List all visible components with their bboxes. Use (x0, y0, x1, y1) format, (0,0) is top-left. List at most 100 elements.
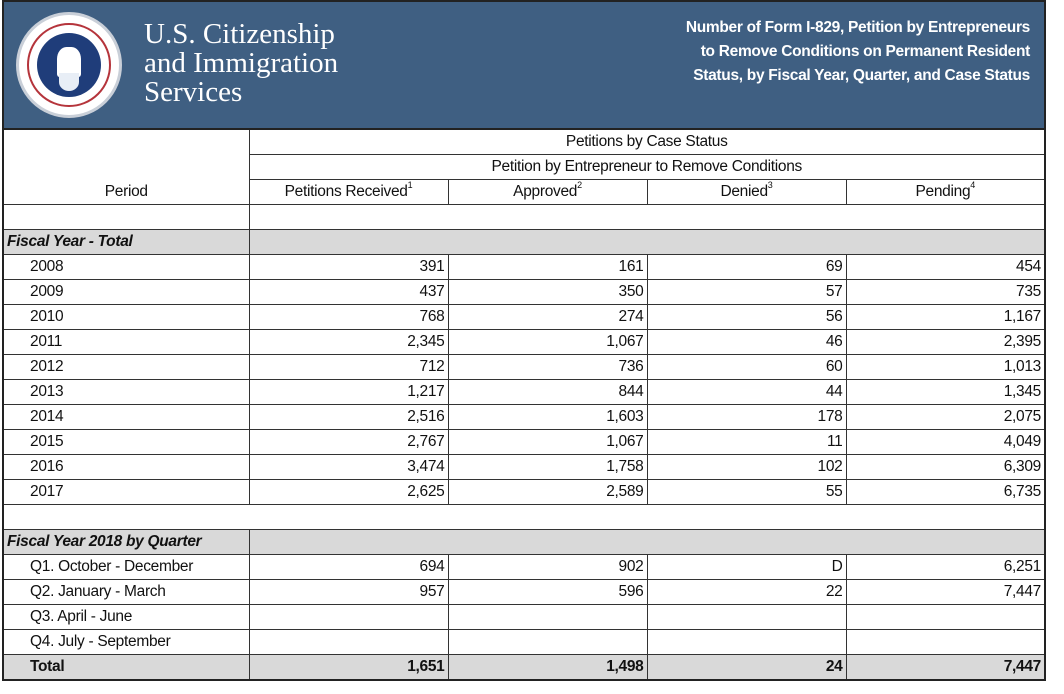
blank-cell (248, 204, 1046, 230)
column-label: Approved (513, 183, 578, 200)
dhs-seal-logo (16, 12, 122, 118)
blank-cell (2, 204, 250, 230)
value-cell: 6,251 (845, 554, 1046, 580)
table-row: 2008 391 161 69 454 (2, 254, 1046, 280)
value-cell: 2,345 (248, 329, 449, 355)
table-row: Q3. April - June (2, 604, 1046, 630)
column-label: Petitions Received (284, 183, 408, 200)
group-header: Petitions by Case Status (248, 128, 1046, 155)
period-cell: Q1. October - December (2, 554, 250, 580)
agency-line: and Immigration (144, 47, 339, 79)
value-cell: 102 (646, 454, 847, 480)
table-row: 2013 1,217 844 44 1,345 (2, 379, 1046, 405)
table-row: 2011 2,345 1,067 46 2,395 (2, 329, 1046, 355)
column-label: Pending (915, 183, 971, 200)
value-cell: 694 (248, 554, 449, 580)
period-header: Period (2, 179, 250, 205)
table-row: 2010 768 274 56 1,167 (2, 304, 1046, 330)
value-cell: 350 (447, 279, 648, 305)
table-row: Q2. January - March 957 596 22 7,447 (2, 579, 1046, 605)
period-cell: Q2. January - March (2, 579, 250, 605)
value-cell: 11 (646, 429, 847, 455)
period-header-spacer (2, 128, 250, 155)
value-cell (447, 629, 648, 655)
column-header: Petitions Received1 (248, 179, 449, 205)
value-cell (248, 604, 449, 630)
period-cell: 2011 (2, 329, 250, 355)
sub-header: Petition by Entrepreneur to Remove Condi… (248, 154, 1046, 180)
column-header: Pending4 (845, 179, 1046, 205)
value-cell: 274 (447, 304, 648, 330)
value-cell: 55 (646, 479, 847, 505)
value-cell: 161 (447, 254, 648, 280)
value-cell: 1,758 (447, 454, 648, 480)
column-label: Denied (720, 183, 768, 200)
period-cell: 2016 (2, 454, 250, 480)
blank-row (2, 504, 1046, 530)
value-cell: 1,217 (248, 379, 449, 405)
table-row: 2015 2,767 1,067 11 4,049 (2, 429, 1046, 455)
report-title: Number of Form I-829, Petition by Entrep… (686, 16, 1030, 88)
value-cell: 7,447 (845, 654, 1046, 681)
column-header: Approved2 (447, 179, 648, 205)
value-cell: 391 (248, 254, 449, 280)
value-cell (845, 604, 1046, 630)
value-cell: 712 (248, 354, 449, 380)
header-banner: U.S. Citizenship and Immigration Service… (2, 0, 1046, 128)
footnote-marker: 3 (767, 180, 773, 190)
value-cell: 437 (248, 279, 449, 305)
value-cell: 2,516 (248, 404, 449, 430)
value-cell: 6,735 (845, 479, 1046, 505)
value-cell: 3,474 (248, 454, 449, 480)
value-cell: 7,447 (845, 579, 1046, 605)
value-cell: 957 (248, 579, 449, 605)
value-cell: 1,067 (447, 329, 648, 355)
value-cell: 44 (646, 379, 847, 405)
value-cell: 1,067 (447, 429, 648, 455)
value-cell: 1,603 (447, 404, 648, 430)
value-cell: 902 (447, 554, 648, 580)
period-cell: 2008 (2, 254, 250, 280)
period-header-spacer (2, 154, 250, 180)
title-line: Number of Form I-829, Petition by Entrep… (685, 19, 1030, 36)
table-row: Q4. July - September (2, 629, 1046, 655)
period-cell: 2014 (2, 404, 250, 430)
value-cell: 1,345 (845, 379, 1046, 405)
value-cell: 2,767 (248, 429, 449, 455)
value-cell: 1,013 (845, 354, 1046, 380)
section-header: Fiscal Year 2018 by Quarter (2, 529, 250, 555)
period-cell: 2012 (2, 354, 250, 380)
table-row: 2014 2,516 1,603 178 2,075 (2, 404, 1046, 430)
footnote-marker: 1 (407, 180, 413, 190)
value-cell: 46 (646, 329, 847, 355)
value-cell: 69 (646, 254, 847, 280)
value-cell: D (646, 554, 847, 580)
table-row: Total 1,651 1,498 24 7,447 (2, 654, 1046, 681)
value-cell (646, 629, 847, 655)
value-cell: 6,309 (845, 454, 1046, 480)
value-cell: 2,625 (248, 479, 449, 505)
table-row: 2017 2,625 2,589 55 6,735 (2, 479, 1046, 505)
agency-line: Services (144, 76, 243, 108)
value-cell: 1,498 (447, 654, 648, 681)
period-cell: Q4. July - September (2, 629, 250, 655)
value-cell: 56 (646, 304, 847, 330)
column-header: Denied3 (646, 179, 847, 205)
value-cell: 1,651 (248, 654, 449, 681)
petitions-table: Petitions by Case Status Petition by Ent… (2, 128, 1046, 681)
period-cell: 2009 (2, 279, 250, 305)
period-cell: Q3. April - June (2, 604, 250, 630)
value-cell: 2,075 (845, 404, 1046, 430)
value-cell: 2,589 (447, 479, 648, 505)
table-row: 2009 437 350 57 735 (2, 279, 1046, 305)
title-line: to Remove Conditions on Permanent Reside… (700, 43, 1031, 60)
value-cell: 60 (646, 354, 847, 380)
value-cell: 178 (646, 404, 847, 430)
value-cell: 844 (447, 379, 648, 405)
agency-line: U.S. Citizenship (144, 18, 335, 50)
period-cell: 2017 (2, 479, 250, 505)
footnote-marker: 4 (970, 180, 975, 190)
table-row: Q1. October - December 694 902 D 6,251 (2, 554, 1046, 580)
value-cell: 4,049 (845, 429, 1046, 455)
value-cell: 2,395 (845, 329, 1046, 355)
